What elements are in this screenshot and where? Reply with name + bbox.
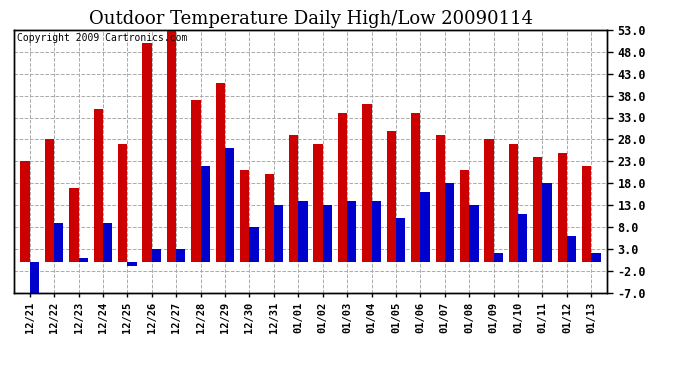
Bar <box>493 253 503 262</box>
Bar <box>591 253 600 262</box>
Bar <box>118 144 128 262</box>
Bar <box>21 161 30 262</box>
Text: Copyright 2009 Cartronics.com: Copyright 2009 Cartronics.com <box>17 33 187 43</box>
Bar <box>167 26 176 262</box>
Bar <box>582 166 591 262</box>
Bar <box>533 157 542 262</box>
Bar <box>240 170 250 262</box>
Bar <box>371 201 381 262</box>
Bar <box>264 174 274 262</box>
Bar <box>250 227 259 262</box>
Bar <box>445 183 454 262</box>
Bar <box>362 104 371 262</box>
Bar <box>103 222 112 262</box>
Bar <box>30 262 39 297</box>
Bar <box>386 130 396 262</box>
Bar <box>411 113 420 262</box>
Bar <box>69 188 79 262</box>
Title: Outdoor Temperature Daily High/Low 20090114: Outdoor Temperature Daily High/Low 20090… <box>88 10 533 28</box>
Bar <box>323 205 332 262</box>
Bar <box>313 144 323 262</box>
Bar <box>298 201 308 262</box>
Bar <box>347 201 357 262</box>
Bar <box>460 170 469 262</box>
Bar <box>128 262 137 266</box>
Bar <box>435 135 445 262</box>
Bar <box>143 43 152 262</box>
Bar <box>45 140 54 262</box>
Bar <box>274 205 283 262</box>
Bar <box>396 218 405 262</box>
Bar <box>94 109 103 262</box>
Bar <box>216 82 225 262</box>
Bar <box>79 258 88 262</box>
Bar <box>191 100 201 262</box>
Bar <box>558 153 567 262</box>
Bar <box>420 192 430 262</box>
Bar <box>176 249 186 262</box>
Bar <box>225 148 235 262</box>
Bar <box>518 214 527 262</box>
Bar <box>509 144 518 262</box>
Bar <box>338 113 347 262</box>
Bar <box>289 135 298 262</box>
Bar <box>484 140 493 262</box>
Bar <box>152 249 161 262</box>
Bar <box>542 183 552 262</box>
Bar <box>469 205 478 262</box>
Bar <box>54 222 63 262</box>
Bar <box>201 166 210 262</box>
Bar <box>567 236 576 262</box>
